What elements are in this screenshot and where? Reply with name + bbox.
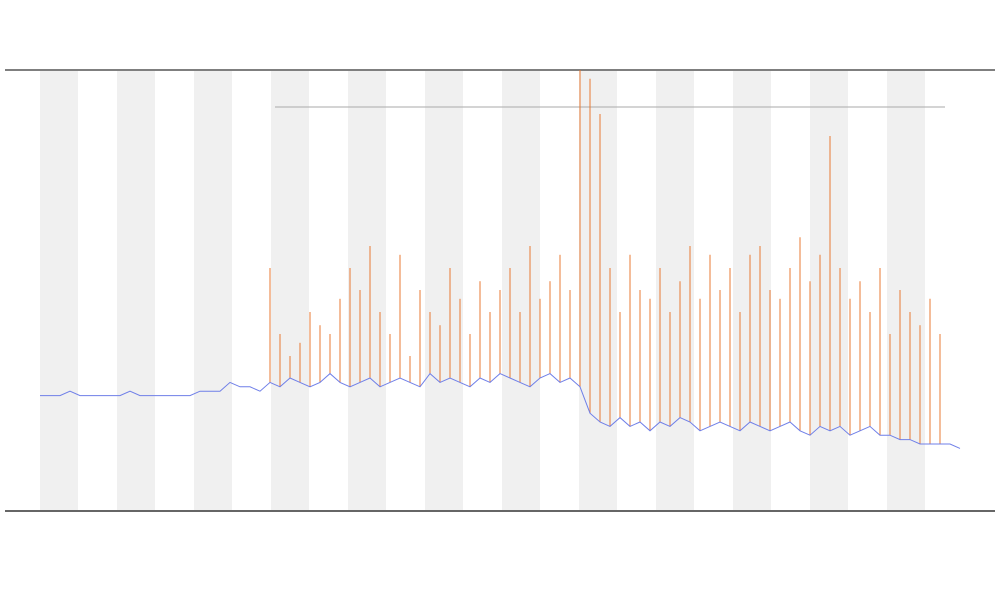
band (194, 71, 232, 510)
series-line (40, 372, 961, 449)
band (40, 71, 78, 510)
band (502, 71, 540, 510)
band (271, 71, 309, 510)
background-bands (40, 71, 925, 510)
band (656, 71, 694, 510)
band (425, 71, 463, 510)
band (117, 71, 155, 510)
band (348, 71, 386, 510)
band (579, 71, 617, 510)
band (733, 71, 771, 510)
band (810, 71, 848, 510)
